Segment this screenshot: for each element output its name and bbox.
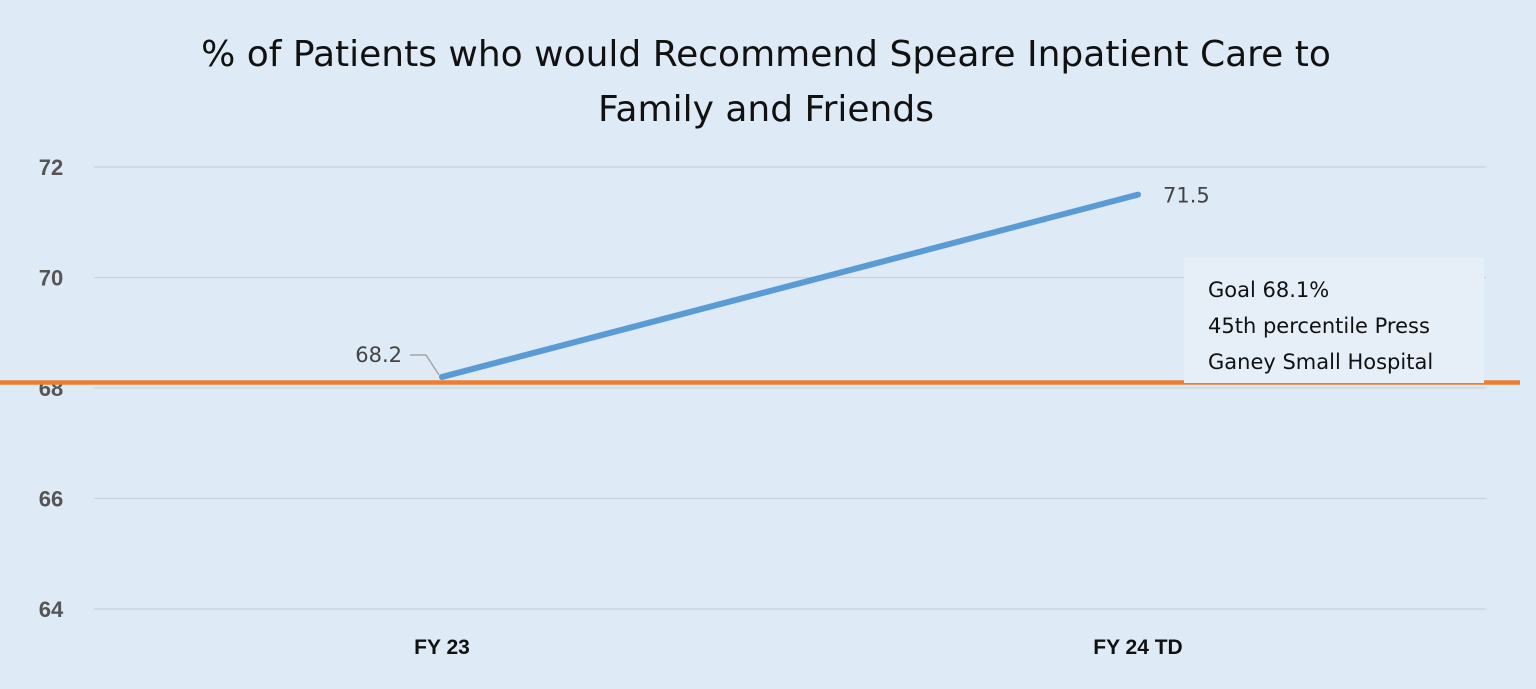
data-label-leader (410, 354, 440, 376)
goal-annotation: Goal 68.1% 45th percentile Press Ganey S… (1184, 258, 1484, 383)
chart-title-line-2: Family and Friends (598, 89, 934, 130)
goal-annotation-line-1: Goal 68.1% (1208, 278, 1330, 302)
gridlines (94, 166, 1486, 610)
data-label: 71.5 (1163, 184, 1210, 208)
y-axis-tick-labels: 72 70 68 66 64 (39, 155, 64, 622)
chart-title-line-1: % of Patients who would Recommend Speare… (201, 34, 1331, 75)
data-label: 68.2 (355, 343, 402, 367)
x-axis-tick-labels: FY 23 FY 24 TD (414, 636, 1183, 659)
y-tick-label: 64 (39, 597, 64, 622)
data-labels: 68.2 71.5 (355, 184, 1210, 376)
y-tick-label: 72 (39, 155, 63, 180)
goal-annotation-line-3: Ganey Small Hospital (1208, 350, 1434, 374)
goal-annotation-line-2: 45th percentile Press (1208, 314, 1430, 338)
series-line (439, 191, 1141, 380)
y-tick-label: 66 (39, 487, 63, 512)
x-tick-label: FY 23 (414, 636, 470, 659)
y-tick-label: 68 (39, 376, 63, 401)
x-tick-label: FY 24 TD (1093, 636, 1182, 659)
series-lines (439, 191, 1141, 380)
y-tick-label: 70 (39, 266, 63, 291)
